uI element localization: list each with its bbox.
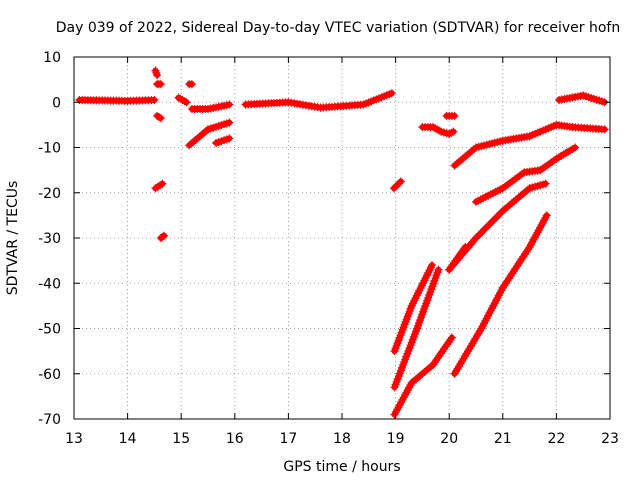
- data-point: [174, 93, 183, 102]
- data-point: [225, 134, 234, 143]
- y-tick-label: -60: [38, 367, 61, 383]
- y-tick-label: 0: [52, 95, 61, 111]
- series-arc-13: [389, 177, 405, 193]
- x-tick-label: 23: [601, 431, 619, 447]
- data-point: [435, 126, 444, 135]
- data-point: [156, 114, 165, 123]
- y-axis-label: SDTVAR / TECUs: [5, 181, 21, 296]
- grid: [74, 57, 610, 419]
- series-arc-25: [555, 91, 609, 107]
- data-point: [434, 265, 443, 274]
- data-point: [396, 177, 405, 186]
- data-point: [450, 111, 459, 120]
- chart-title: Day 039 of 2022, Sidereal Day-to-day VTE…: [56, 20, 620, 36]
- series-arc-6: [156, 231, 169, 242]
- y-tick-label: -50: [38, 322, 61, 338]
- series-arc-8: [185, 80, 196, 89]
- data-point: [160, 231, 169, 240]
- x-tick-label: 13: [65, 431, 83, 447]
- data-point: [176, 94, 185, 103]
- x-tick-label: 15: [172, 431, 190, 447]
- x-axis-label: GPS time / hours: [283, 459, 400, 475]
- data-point: [182, 98, 191, 107]
- series-arc-5: [151, 179, 167, 193]
- series-arc-14: [418, 123, 458, 138]
- series-ribbon: [446, 180, 549, 273]
- series-ribbon: [152, 180, 166, 192]
- data-point: [180, 97, 189, 106]
- x-tick-label: 20: [440, 431, 458, 447]
- series-arc-21: [450, 211, 551, 378]
- series-arc-20: [445, 179, 550, 274]
- data-point: [395, 179, 404, 188]
- x-tick-label: 18: [333, 431, 351, 447]
- series-arc-2: [151, 66, 162, 80]
- data-point: [393, 180, 402, 189]
- x-tick-label: 22: [547, 431, 565, 447]
- data-point: [389, 184, 398, 193]
- series-arc-17: [390, 265, 443, 392]
- data-point: [541, 179, 550, 188]
- series-arc-15: [442, 111, 459, 120]
- series-arc-3: [153, 80, 165, 89]
- data-point: [431, 124, 440, 133]
- data-point: [153, 71, 162, 80]
- data-point: [150, 95, 159, 104]
- data-point: [187, 80, 196, 89]
- series-arc-9: [187, 100, 234, 114]
- series-arc-23: [472, 143, 580, 206]
- data-point: [542, 211, 551, 220]
- data-point: [447, 333, 456, 342]
- data-point: [433, 125, 442, 134]
- series-arc-1: [75, 95, 159, 105]
- y-tick-label: -40: [38, 276, 61, 292]
- series-arc-22: [450, 120, 577, 170]
- data-point: [571, 143, 580, 152]
- data-point: [178, 95, 187, 104]
- x-tick-label: 14: [119, 431, 137, 447]
- series-arc-7: [174, 93, 191, 107]
- y-tick-label: 10: [43, 50, 61, 66]
- series-arc-18: [390, 333, 456, 419]
- data-point: [225, 100, 234, 109]
- y-tick-label: -20: [38, 186, 61, 202]
- data-layer: [75, 66, 609, 419]
- data-point: [387, 89, 396, 98]
- x-tick-labels: 13 14 15 16 17 18 19 20 21 22 23: [65, 431, 619, 447]
- ticks: [73, 56, 611, 420]
- data-point: [158, 232, 167, 241]
- y-tick-label: -30: [38, 231, 61, 247]
- data-point: [449, 127, 458, 136]
- data-point: [429, 123, 438, 132]
- x-tick-label: 16: [226, 431, 244, 447]
- y-tick-label: -10: [38, 141, 61, 157]
- series-arc-12: [241, 89, 396, 112]
- series-arc-4: [153, 111, 165, 123]
- x-tick-label: 17: [279, 431, 297, 447]
- x-tick-label: 21: [494, 431, 512, 447]
- series-arc-11: [212, 134, 234, 147]
- y-tick-labels: 10 0 -10 -20 -30 -40 -50 -60 -70: [38, 50, 61, 428]
- series-arc-24: [568, 123, 609, 134]
- data-point: [428, 261, 437, 270]
- series-arc-16: [390, 261, 437, 356]
- data-point: [154, 112, 163, 121]
- data-point: [156, 80, 165, 89]
- series-arc-10: [185, 118, 234, 150]
- x-tick-label: 19: [387, 431, 405, 447]
- data-point: [600, 125, 609, 134]
- y-tick-label: -70: [38, 412, 61, 428]
- data-point: [158, 179, 167, 188]
- data-point: [391, 182, 400, 191]
- data-point: [225, 118, 234, 127]
